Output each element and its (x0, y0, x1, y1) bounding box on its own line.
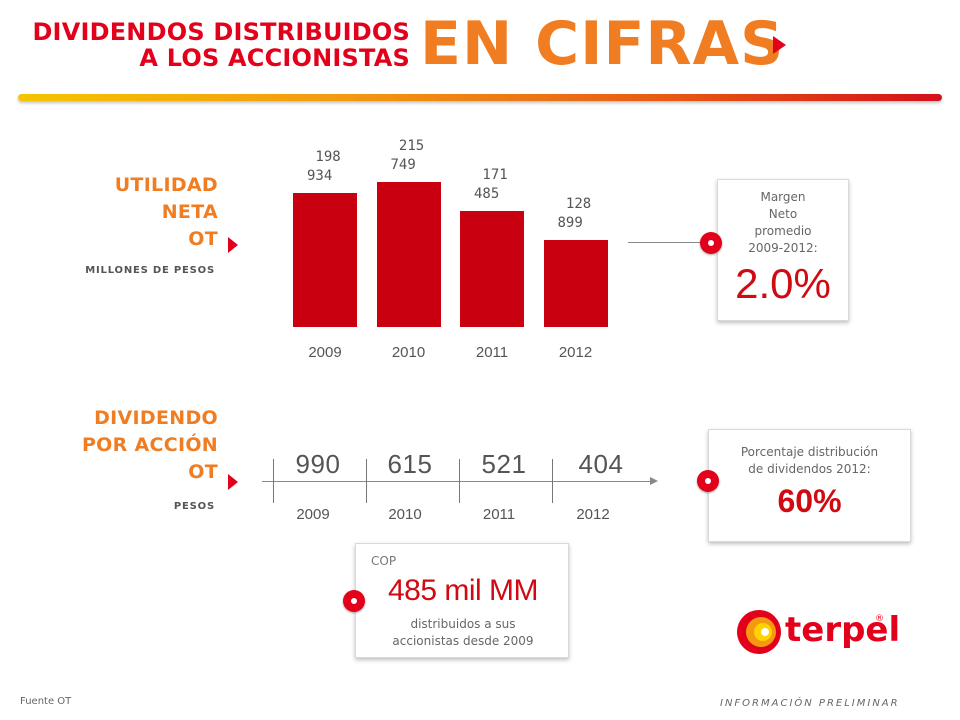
bar-category-label: 2010 (391, 344, 426, 361)
total-line-2: accionistas desde 2009 (392, 634, 534, 648)
margen-line-1: Margen (760, 190, 806, 204)
utilidad-unit: MILLONES DE PESOS (85, 265, 215, 276)
dividendo-label-line-1: DIVIDENDO (94, 407, 218, 429)
utilidad-arrow-icon (228, 237, 238, 253)
total-line-1: distribuidos a sus (410, 617, 516, 631)
dividendo-label: DIVIDENDO POR ACCIÓN OT (40, 405, 218, 486)
margen-box: Margen Neto promedio 2009-2012: 2.0% (717, 179, 849, 321)
header-line-1: DIVIDENDOS DISTRIBUIDOS (32, 18, 410, 46)
distribucion-value: 60% (777, 483, 842, 519)
terpel-logo-mark-icon (737, 610, 781, 654)
timeline-tick (459, 459, 460, 503)
dividendo-year: 2012 (576, 506, 610, 523)
total-box: COP 485 mil MM distribuidos a sus accion… (355, 543, 569, 658)
bar-category-label: 2012 (558, 344, 593, 361)
utilidad-label-line-1: UTILIDAD (114, 174, 218, 196)
dividendo-unit: PESOS (173, 501, 215, 512)
timeline-tick (552, 459, 553, 503)
bar-value-label: 128 899 (557, 196, 592, 232)
bar-2011 (460, 211, 524, 327)
bar-2010 (376, 181, 441, 327)
header-divider (18, 94, 942, 101)
header-arrow-icon (773, 36, 786, 54)
dividendo-timeline-axis (262, 481, 652, 482)
utilidad-label-line-3: OT (188, 228, 218, 250)
margen-line-4: 2009-2012: (748, 241, 818, 255)
bar-2009 (293, 192, 357, 327)
dividendo-year: 2011 (482, 506, 516, 523)
distribucion-line-2: de dividendos 2012: (748, 462, 871, 476)
timeline-tick (366, 459, 367, 503)
total-currency: COP (371, 554, 397, 568)
distribucion-text: Porcentaje distribución de dividendos 20… (709, 444, 910, 478)
bar-value-label: 171 485 (474, 167, 508, 203)
bar-value-label: 198 934 (307, 148, 341, 184)
margen-line-2: Neto (768, 207, 798, 221)
utilidad-label-line-2: NETA (161, 201, 218, 223)
header-title: EN CIFRAS (420, 9, 785, 79)
terpel-logo-mark: ® (875, 614, 884, 624)
dividendo-value: 615 (387, 449, 433, 479)
margen-connector-line (628, 242, 708, 243)
dividendo-value: 990 (295, 449, 341, 479)
total-dot-icon (343, 590, 365, 612)
margen-text: Margen Neto promedio 2009-2012: (718, 189, 848, 257)
total-text: distribuidos a sus accionistas desde 200… (356, 616, 570, 650)
margen-dot-icon (700, 232, 722, 254)
dividendo-value: 404 (578, 449, 624, 479)
dividendo-timeline-arrow-icon (650, 477, 658, 485)
dividendo-year: 2010 (388, 506, 422, 523)
dividendo-arrow-icon (228, 474, 238, 490)
distribucion-box: Porcentaje distribución de dividendos 20… (708, 429, 911, 542)
total-value: 485 mil MM (387, 574, 539, 607)
bar-2012 (543, 240, 608, 327)
footer-note: INFORMACIÓN PRELIMINAR (720, 698, 900, 709)
terpel-logo: terpel ® (735, 608, 900, 656)
bar-category-label: 2011 (475, 344, 509, 361)
margen-value: 2.0% (735, 260, 831, 307)
terpel-logo-text: terpel (785, 610, 901, 650)
distribucion-line-1: Porcentaje distribución (740, 445, 879, 459)
utilidad-label: UTILIDAD NETA OT (60, 172, 218, 253)
bar-value-label: 215 749 (390, 137, 425, 173)
footer-source: Fuente OT (20, 696, 72, 707)
distribucion-dot-icon (697, 470, 719, 492)
timeline-tick (273, 459, 274, 503)
dividendo-label-line-2: POR ACCIÓN (81, 434, 218, 456)
dividendo-value: 521 (481, 449, 527, 479)
margen-line-3: promedio (754, 224, 812, 238)
dividendo-year: 2009 (296, 506, 330, 523)
bar-category-label: 2009 (308, 344, 342, 361)
dividendo-label-line-3: OT (188, 461, 218, 483)
header-line-2: A LOS ACCIONISTAS (139, 44, 410, 72)
